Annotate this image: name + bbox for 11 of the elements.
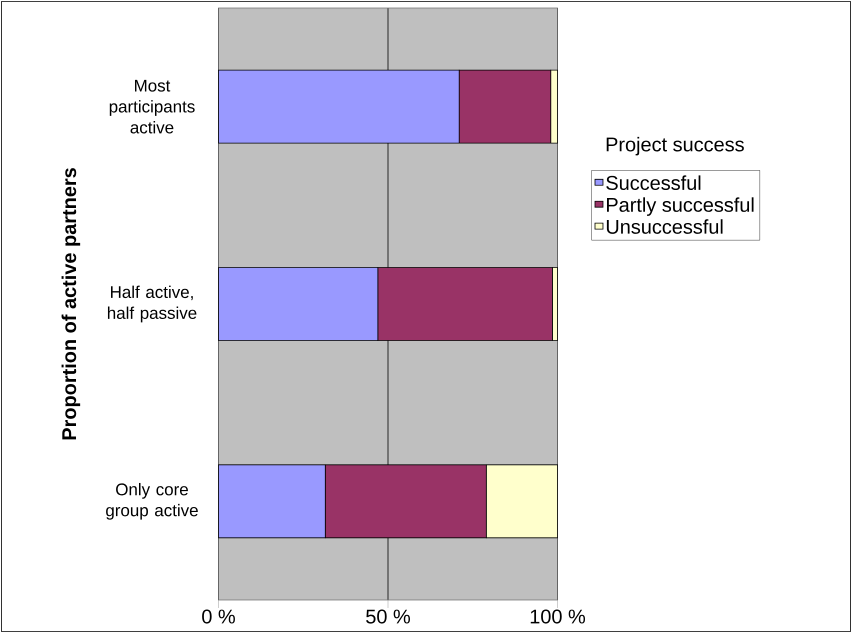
x-tick-label: 100 % xyxy=(530,610,586,624)
x-tick-label: 50 % xyxy=(366,610,410,624)
legend-title: Project success xyxy=(606,136,744,156)
y-axis-title: Proportion of active partners xyxy=(62,168,80,440)
legend-label: Successful xyxy=(606,175,700,190)
x-tick-label: 0 % xyxy=(202,610,235,624)
legend-label: Unsuccessful xyxy=(606,219,723,234)
y-tick-label: Half active, half passive xyxy=(108,286,196,322)
legend-label: Partly successful xyxy=(607,197,754,216)
y-tick-label: Only core group active xyxy=(106,482,198,520)
y-tick-label: Most participants active xyxy=(110,80,195,134)
